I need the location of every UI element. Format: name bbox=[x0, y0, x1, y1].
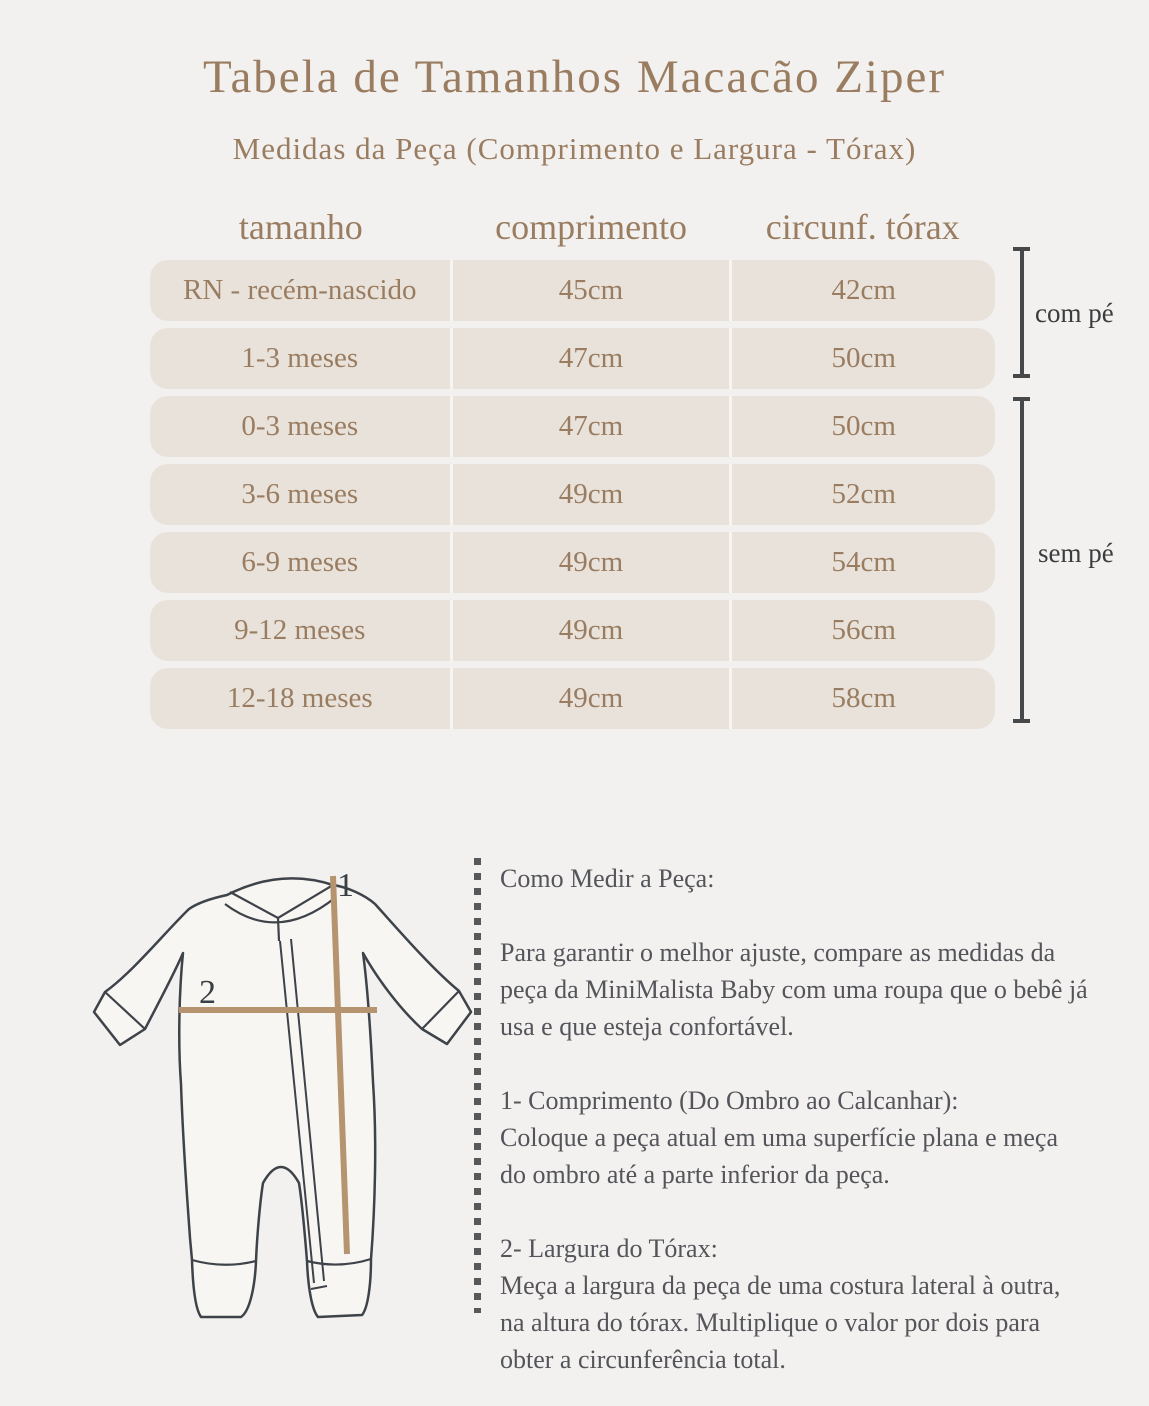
table-row: 1-3 meses 47cm 50cm bbox=[150, 328, 995, 389]
measure-label-2: 2 bbox=[199, 974, 216, 1011]
cell-length: 47cm bbox=[449, 396, 730, 457]
size-table: tamanho comprimento circunf. tórax RN - … bbox=[150, 198, 995, 729]
cell-size: 3-6 meses bbox=[241, 478, 359, 510]
cell-size: RN - recém-nascido bbox=[183, 274, 417, 306]
cell-size: 6-9 meses bbox=[241, 546, 359, 578]
zipper-line bbox=[279, 938, 328, 1290]
step1-title: 1- Comprimento (Do Ombro ao Calcanhar): bbox=[500, 1086, 959, 1115]
table-row: 3-6 meses 49cm 52cm bbox=[150, 464, 995, 525]
instructions: Como Medir a Peça: Para garantir o melho… bbox=[500, 860, 1088, 1378]
step2-title: 2- Largura do Tórax: bbox=[500, 1234, 718, 1263]
bracket-sem-pe bbox=[1013, 397, 1030, 723]
page-subtitle: Medidas da Peça (Comprimento e Largura -… bbox=[232, 131, 917, 166]
table-row: 9-12 meses 49cm 56cm bbox=[150, 600, 995, 661]
bracket-stem bbox=[1019, 397, 1024, 723]
table-row: 12-18 meses 49cm 58cm bbox=[150, 668, 995, 729]
cell-length: 49cm bbox=[449, 532, 730, 593]
table-row: 0-3 meses 47cm 50cm bbox=[150, 396, 995, 457]
measure-label-1: 1 bbox=[337, 867, 354, 904]
collar-center-line bbox=[276, 917, 281, 942]
cell-chest: 58cm bbox=[729, 668, 995, 729]
romper-outline bbox=[92, 877, 473, 1319]
cell-length: 49cm bbox=[449, 464, 730, 525]
table-row: 6-9 meses 49cm 54cm bbox=[150, 532, 995, 593]
table-row: RN - recém-nascido 45cm 42cm bbox=[150, 260, 995, 321]
bracket-stem bbox=[1019, 247, 1024, 378]
instructions-intro: Para garantir o melhor ajuste, compare a… bbox=[500, 938, 1088, 1041]
cell-chest: 52cm bbox=[729, 464, 995, 525]
measurement-line-1 bbox=[330, 875, 350, 1255]
cell-chest: 50cm bbox=[729, 396, 995, 457]
cell-chest: 56cm bbox=[729, 600, 995, 661]
page-title: Tabela de Tamanhos Macacão Ziper bbox=[203, 51, 946, 103]
cell-size: 0-3 meses bbox=[241, 410, 359, 442]
header-cell-tamanho: tamanho bbox=[238, 207, 363, 247]
cell-length: 49cm bbox=[449, 668, 730, 729]
cell-size: 12-18 meses bbox=[226, 682, 373, 714]
bracket-label-com-pe: com pé bbox=[1035, 298, 1114, 328]
cell-chest: 42cm bbox=[729, 260, 995, 321]
bracket-com-pe bbox=[1013, 247, 1030, 378]
cell-size: 1-3 meses bbox=[241, 342, 359, 374]
romper-figure: 1 2 bbox=[75, 840, 475, 1360]
header-cell-circunf-torax: circunf. tórax bbox=[765, 207, 960, 247]
cell-chest: 50cm bbox=[729, 328, 995, 389]
step2-text: Meça a largura da peça de uma costura la… bbox=[500, 1271, 1061, 1374]
cell-size: 9-12 meses bbox=[234, 614, 366, 646]
cell-length: 49cm bbox=[449, 600, 730, 661]
cell-chest: 54cm bbox=[729, 532, 995, 593]
table-header-row: tamanho comprimento circunf. tórax bbox=[150, 198, 995, 253]
bracket-label-sem-pe: sem pé bbox=[1038, 538, 1114, 568]
left-ankle-line bbox=[191, 1258, 257, 1266]
baby-romper-drawing-icon: 1 2 bbox=[92, 867, 473, 1319]
cell-length: 45cm bbox=[449, 260, 730, 321]
cell-length: 47cm bbox=[449, 328, 730, 389]
dotted-divider bbox=[474, 858, 481, 1313]
instructions-title: Como Medir a Peça: bbox=[500, 864, 715, 893]
header-cell-comprimento: comprimento bbox=[495, 207, 688, 247]
right-cuff-line bbox=[421, 990, 460, 1030]
left-cuff-line bbox=[104, 991, 146, 1030]
step1-text: Coloque a peça atual em uma superfície p… bbox=[500, 1123, 1059, 1189]
